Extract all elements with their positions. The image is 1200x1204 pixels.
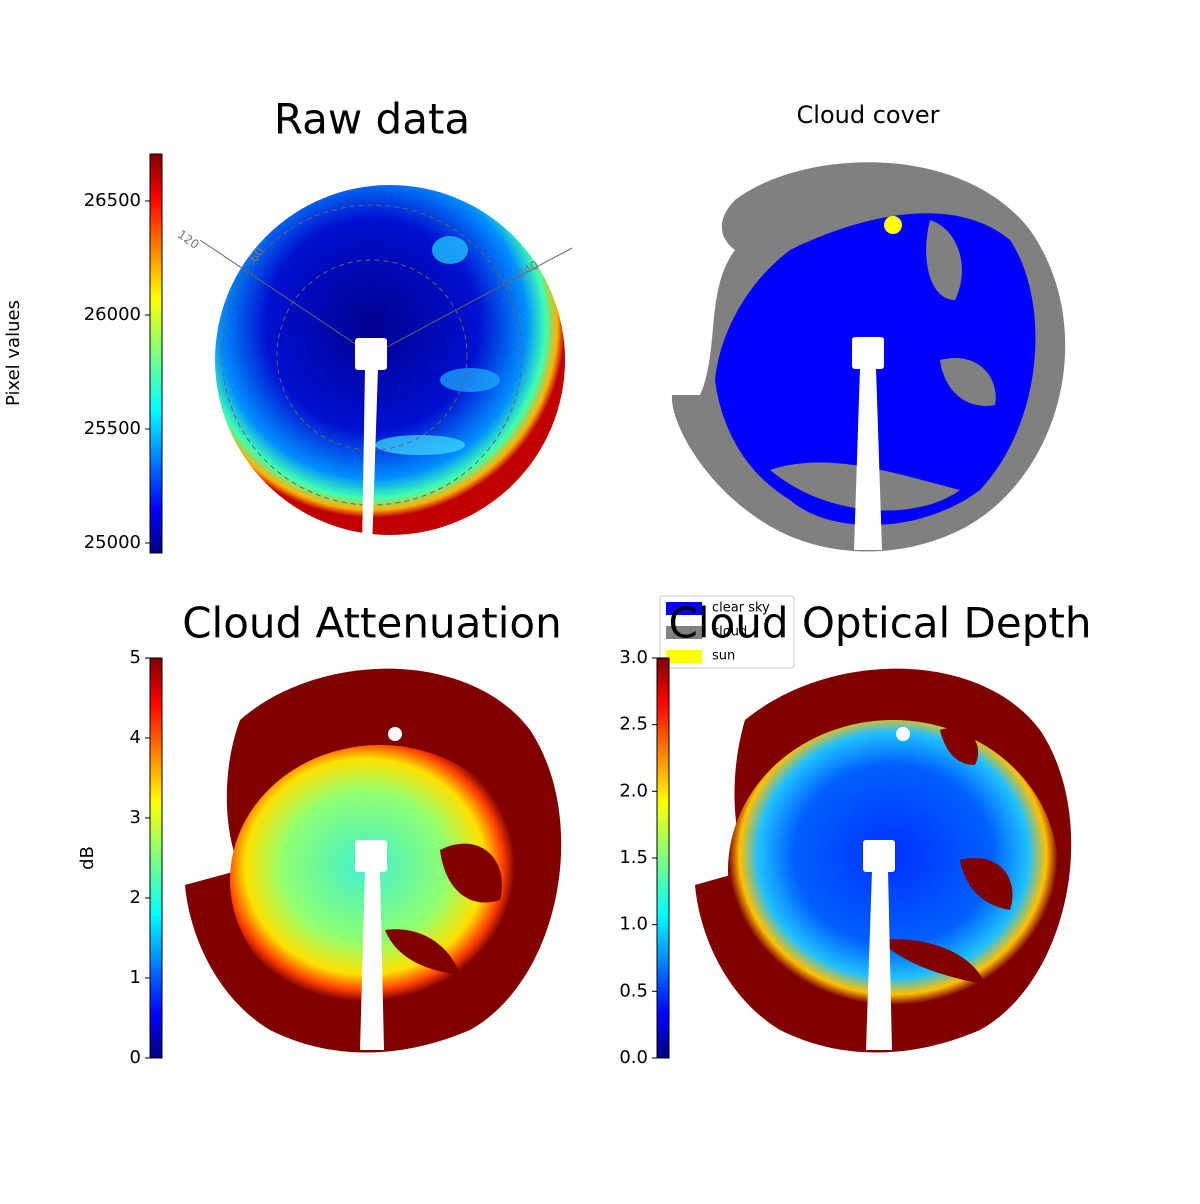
- colorbar-tick-label: 1: [130, 967, 141, 988]
- colorbar-tick-label: 25000: [84, 532, 141, 553]
- colorbar-tick-label: 3: [130, 807, 141, 828]
- legend-swatch: [666, 626, 702, 639]
- colorbar: [656, 657, 670, 1059]
- legend-entry: cloud: [712, 625, 747, 640]
- cloud-cover-image: [671, 162, 1066, 552]
- colorbar-label: dB: [77, 846, 98, 870]
- panel-title: Raw data: [274, 95, 470, 144]
- colorbar-tick-label: 0.0: [619, 1047, 648, 1068]
- colorbar-tick-label: 25500: [84, 418, 141, 439]
- colorbar-tick-label: 4: [130, 727, 141, 748]
- colorbar-tick-label: 2.0: [619, 780, 648, 801]
- colorbar-label: Pixel values: [3, 300, 24, 406]
- colorbar-tick-label: 0.5: [619, 980, 648, 1001]
- colorbar-tick-label: 2.5: [619, 714, 648, 735]
- colorbar: [149, 657, 163, 1059]
- optical-depth-image: [695, 668, 1072, 1053]
- colorbar-tick-label: 1.5: [619, 847, 648, 868]
- legend-swatch: [666, 602, 702, 615]
- panel-title: Cloud Optical Depth: [669, 599, 1092, 648]
- colorbar-tick-label: 1.0: [619, 914, 648, 935]
- colorbar-tick-label: 2: [130, 887, 141, 908]
- colorbar: [149, 153, 163, 554]
- polar-label: 120: [175, 227, 202, 252]
- attenuation-image: [185, 668, 562, 1053]
- colorbar-tick-label: 26000: [84, 304, 141, 325]
- legend-entry: sun: [712, 649, 735, 664]
- legend-swatch: [666, 650, 702, 663]
- colorbar-tick-label: 26500: [84, 190, 141, 211]
- legend-entry: clear sky: [712, 601, 770, 616]
- panel-title: Cloud cover: [797, 101, 940, 129]
- colorbar-tick-label: 5: [130, 647, 141, 668]
- colorbar-tick-label: 0: [130, 1047, 141, 1068]
- panel-title: Cloud Attenuation: [182, 599, 562, 648]
- colorbar-tick-label: 3.0: [619, 647, 648, 668]
- raw-image: [215, 185, 565, 535]
